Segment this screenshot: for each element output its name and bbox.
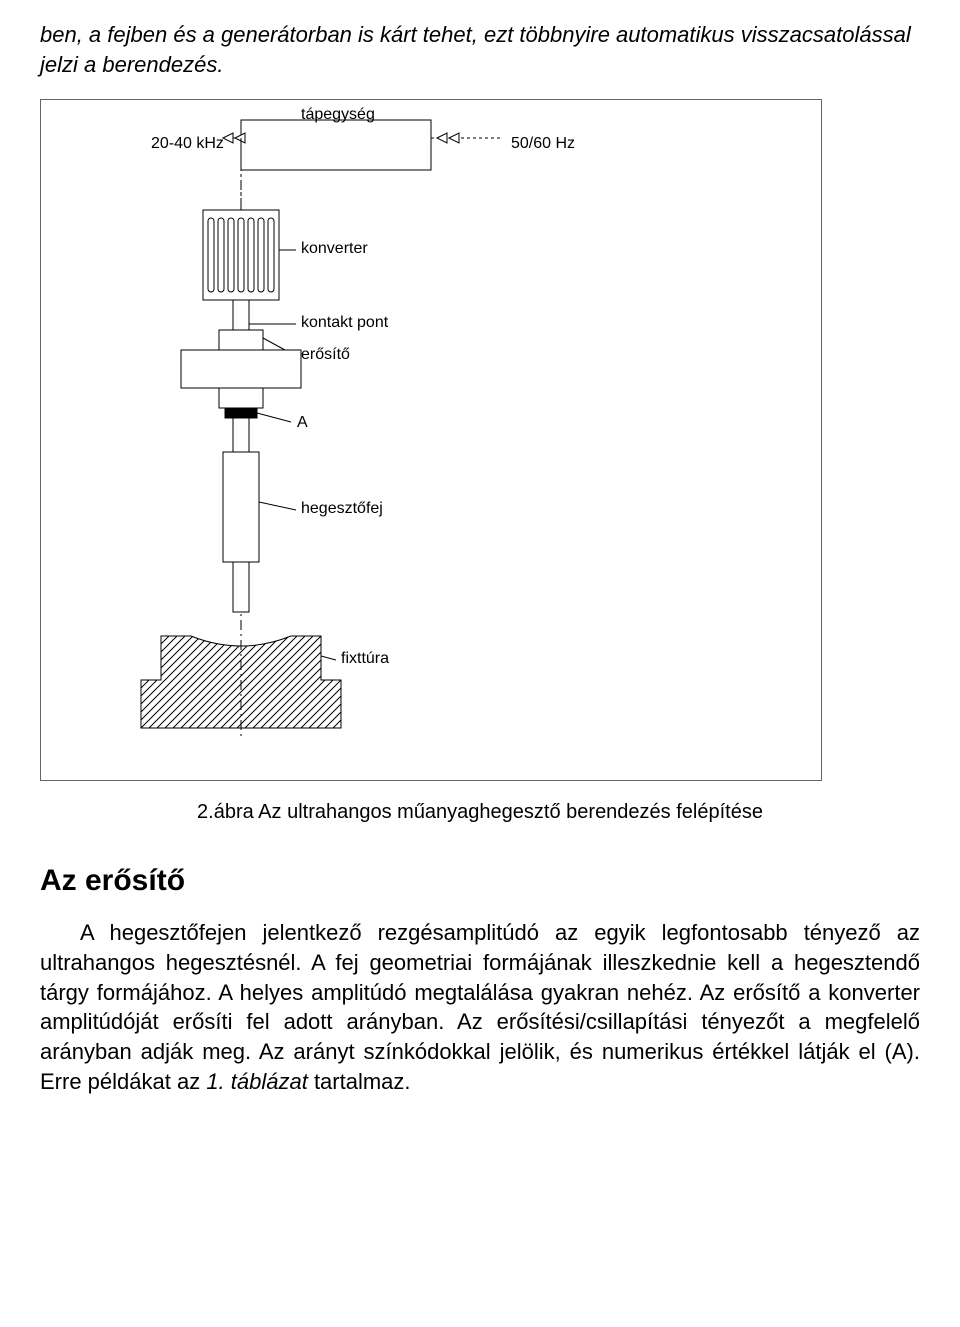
label-marker-a: A xyxy=(297,414,308,432)
intro-paragraph: ben, a fejben és a generátorban is kárt … xyxy=(40,20,920,79)
label-horn: hegesztőfej xyxy=(301,500,383,518)
body-paragraph: A hegesztőfejen jelentkező rezgésamplitú… xyxy=(40,918,920,1096)
label-freq-right: 50/60 Hz xyxy=(511,135,575,153)
section-title: Az erősítő xyxy=(40,864,920,898)
figure-svg xyxy=(41,100,821,780)
figure-frame: 20-40 kHz tápegység 50/60 Hz konverter k… xyxy=(40,99,822,781)
label-psu: tápegység xyxy=(301,106,375,124)
label-fixture: fixttúra xyxy=(341,650,389,668)
label-freq-left: 20-40 kHz xyxy=(151,135,224,153)
label-contact: kontakt pont xyxy=(301,314,388,332)
figure-caption: 2.ábra Az ultrahangos műanyaghegesztő be… xyxy=(40,801,920,824)
label-converter: konverter xyxy=(301,240,368,258)
label-amplifier: erősítő xyxy=(301,346,350,364)
